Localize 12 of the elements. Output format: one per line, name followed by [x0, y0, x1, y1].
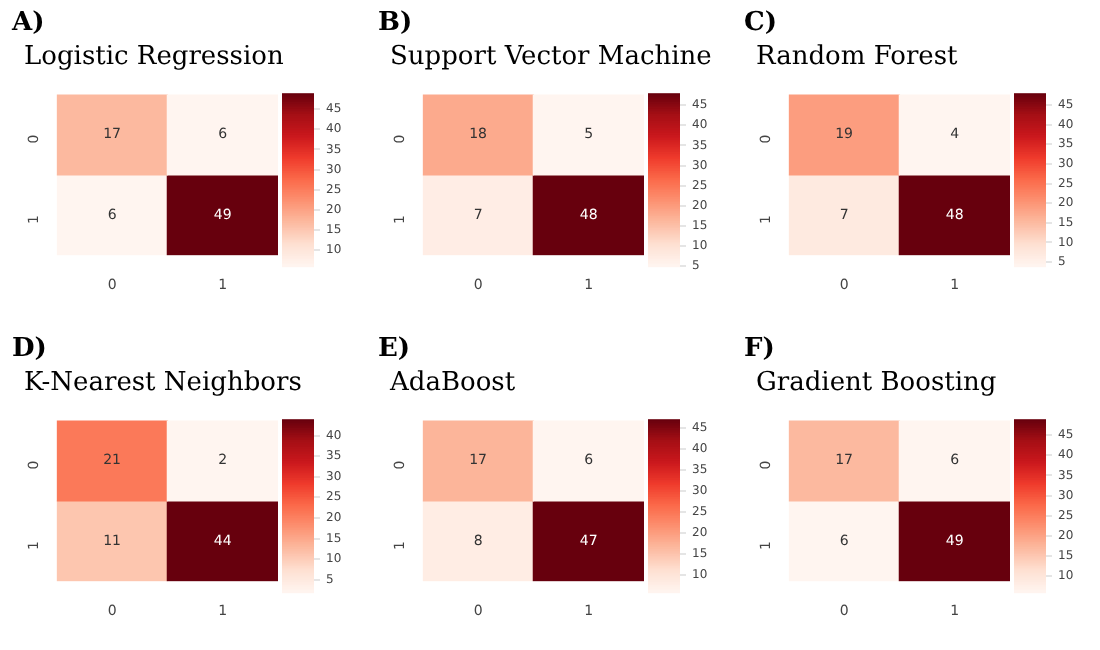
text: B) — [378, 8, 415, 42]
chart-title: Random Forest — [754, 42, 960, 76]
text: E) — [378, 333, 413, 367]
text: A) — [12, 8, 47, 42]
text: D) — [12, 333, 49, 367]
text: C) — [744, 8, 779, 42]
chart-title: AdaBoost — [387, 367, 518, 401]
chart-title: Gradient Boosting — [754, 367, 999, 401]
chart-title: Logistic Regression — [22, 42, 286, 76]
chart-title: Support Vector Machine — [388, 42, 714, 76]
chart-title: K-Nearest Neighbors — [22, 367, 304, 401]
text: F) — [744, 333, 777, 367]
